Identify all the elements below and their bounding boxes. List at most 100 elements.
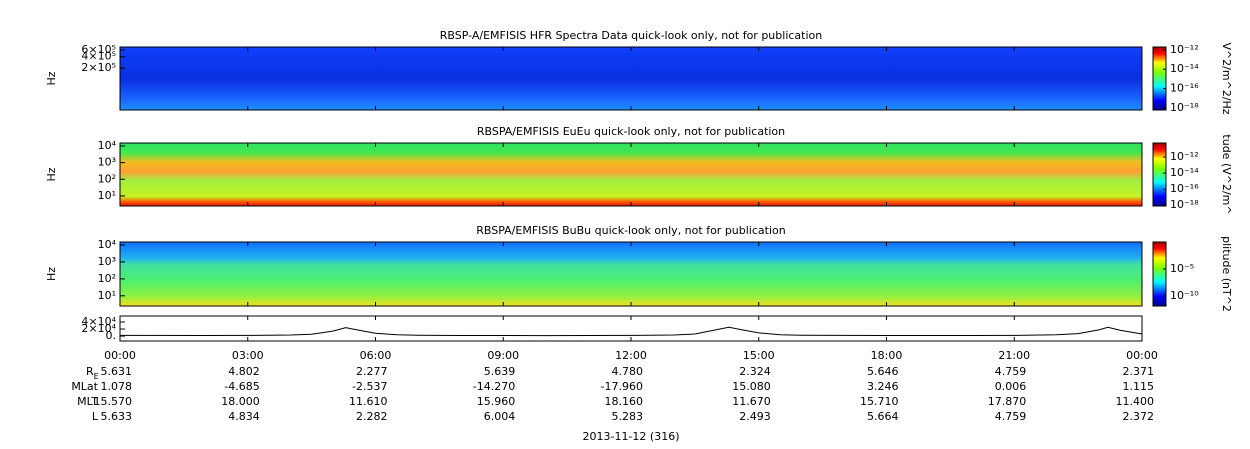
label-text: MLat — [71, 380, 98, 393]
ephemeris-value: 11.400 — [1116, 395, 1155, 408]
y-axis-label: Hz — [45, 71, 58, 85]
ephemeris-value: 5.631 — [101, 365, 133, 378]
colorbar — [1152, 241, 1167, 307]
panel-frame — [119, 241, 1143, 307]
y-tick-label: 10⁴ — [98, 238, 117, 251]
x-tick-label: 00:00 — [1126, 349, 1158, 362]
x-tick-label: 12:00 — [615, 349, 647, 362]
ephemeris-value: 4.759 — [995, 365, 1027, 378]
ephemeris-label: MLT — [77, 395, 98, 408]
y-tick-label: 2×10⁵ — [81, 61, 116, 74]
y-tick-label: 10³ — [98, 255, 116, 268]
ephemeris-value: 1.078 — [101, 380, 133, 393]
ephemeris-label: L — [92, 410, 99, 423]
x-tick-label: 15:00 — [743, 349, 775, 362]
ephemeris-value: 4.780 — [612, 365, 644, 378]
ephemeris-value: 2.372 — [1123, 410, 1155, 423]
x-tick-label: 06:00 — [360, 349, 392, 362]
colorbar — [1152, 142, 1167, 207]
ephemeris-value: 18.000 — [221, 395, 260, 408]
colorbar-tick-label: 10⁻¹⁴ — [1170, 62, 1199, 75]
ephemeris-value: 15.710 — [860, 395, 899, 408]
panel-title: RBSP-A/EMFISIS HFR Spectra Data quick-lo… — [440, 29, 823, 42]
colorbar-tick-label: 10⁻¹⁰ — [1170, 289, 1199, 302]
colorbar-tick-label: 10⁻¹² — [1170, 150, 1199, 163]
ephemeris-value: -4.685 — [224, 380, 259, 393]
ephemeris-value: 4.834 — [228, 410, 260, 423]
ephemeris-value: 18.160 — [605, 395, 644, 408]
ephemeris-value: 5.646 — [867, 365, 899, 378]
y-tick-label: 0. — [106, 329, 117, 342]
ephemeris-value: 15.570 — [94, 395, 133, 408]
label-subscript: E — [94, 372, 99, 381]
ephemeris-label: RE — [86, 365, 99, 381]
colorbar-tick-label: 10⁻¹⁴ — [1170, 166, 1199, 179]
colorbar-tick-label: 10⁻¹² — [1170, 43, 1199, 56]
ephemeris-value: -14.270 — [473, 380, 515, 393]
ephemeris-label: MLat — [71, 380, 98, 393]
ephemeris-value: -17.960 — [601, 380, 643, 393]
ephemeris-value: 15.960 — [477, 395, 516, 408]
ephemeris-value: 4.759 — [995, 410, 1027, 423]
label-text: R — [86, 365, 94, 378]
y-tick-label: 10² — [98, 272, 116, 285]
ephemeris-value: 11.610 — [349, 395, 388, 408]
ephemeris-value: -2.537 — [352, 380, 387, 393]
panel-title: RBSPA/EMFISIS BuBu quick-look only, not … — [476, 224, 786, 237]
colorbar — [1152, 46, 1167, 111]
ephemeris-value: 3.246 — [867, 380, 899, 393]
ephemeris-value: 4.802 — [228, 365, 260, 378]
colorbar-label: plitude (nT^2 — [1220, 236, 1233, 312]
ephemeris-value: 2.282 — [356, 410, 388, 423]
colorbar-tick-label: 10⁻¹⁶ — [1170, 82, 1199, 95]
ephemeris-value: 2.277 — [356, 365, 388, 378]
panel-frame — [119, 142, 1143, 207]
spectrogram-image — [120, 242, 1142, 306]
colorbar-label: tude (V^2/m^ — [1220, 134, 1233, 214]
ephemeris-value: 5.633 — [101, 410, 133, 423]
y-tick-label: 4×10⁴ — [81, 315, 116, 328]
ephemeris-value: 5.639 — [484, 365, 516, 378]
x-tick-label: 03:00 — [232, 349, 264, 362]
ephemeris-value: 5.664 — [867, 410, 899, 423]
colorbar-tick-label: 10⁻¹⁶ — [1170, 182, 1199, 195]
y-axis-label: Hz — [45, 167, 58, 181]
ephemeris-value: 2.371 — [1123, 365, 1155, 378]
ephemeris-value: 2.493 — [739, 410, 771, 423]
ephemeris-value: 5.283 — [612, 410, 644, 423]
colorbar-tick-label: 10⁻¹⁸ — [1170, 198, 1199, 211]
data-line — [119, 326, 1143, 337]
y-tick-label: 10² — [98, 172, 116, 185]
spectrogram-image — [120, 143, 1142, 206]
panel-frame — [119, 315, 1143, 342]
x-tick-label: 18:00 — [871, 349, 903, 362]
label-text: MLT — [77, 395, 98, 408]
date-label: 2013-11-12 (316) — [582, 430, 679, 443]
ephemeris-value: 2.324 — [739, 365, 771, 378]
y-axis-label: Hz — [45, 267, 58, 281]
ephemeris-value: 15.080 — [732, 380, 771, 393]
colorbar-label: V^2/m^2/Hz — [1220, 42, 1233, 114]
x-tick-label: 00:00 — [104, 349, 136, 362]
y-tick-label: 4×10⁵ — [81, 50, 116, 63]
spectrogram-image — [120, 47, 1142, 110]
ephemeris-value: 6.004 — [484, 410, 516, 423]
x-tick-label: 09:00 — [487, 349, 519, 362]
y-tick-label: 2×10⁴ — [81, 322, 116, 335]
panel-frame — [119, 46, 1143, 111]
colorbar-tick-label: 10⁻¹⁸ — [1170, 101, 1199, 114]
ephemeris-value: 0.006 — [995, 380, 1027, 393]
ephemeris-value: 17.870 — [988, 395, 1027, 408]
y-tick-label: 10¹ — [98, 189, 116, 202]
ephemeris-value: 1.115 — [1123, 380, 1155, 393]
y-tick-label: 6×10⁵ — [81, 43, 116, 56]
x-tick-label: 21:00 — [998, 349, 1030, 362]
colorbar-tick-label: 10⁻⁵ — [1170, 262, 1194, 275]
y-tick-label: 10¹ — [98, 289, 116, 302]
ephemeris-value: 11.670 — [732, 395, 771, 408]
label-text: L — [92, 410, 99, 423]
y-tick-label: 10³ — [98, 156, 116, 169]
y-tick-label: 10⁴ — [98, 139, 117, 152]
panel-title: RBSPA/EMFISIS EuEu quick-look only, not … — [477, 125, 785, 138]
